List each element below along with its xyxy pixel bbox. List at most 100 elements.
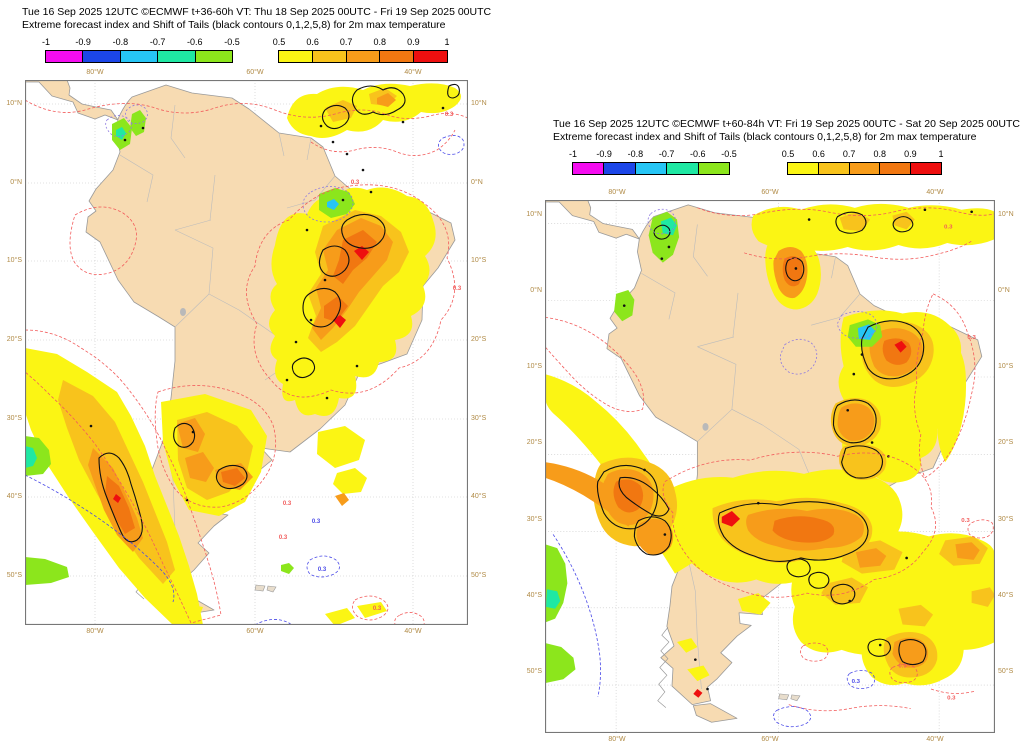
lat-label: 50°S: [6, 572, 22, 579]
efi-map-left: 0.3 0.3 0.3 0.3 0.3 0.3 0.3 0.3: [25, 80, 468, 625]
lat-label: 30°S: [998, 516, 1014, 523]
legend-tick: 0.9: [904, 149, 917, 159]
lat-label: 20°S: [471, 336, 487, 343]
legend-tick: -1: [41, 37, 51, 47]
legend-tick: -0.8: [112, 37, 129, 47]
contour-label: 0.3: [944, 224, 953, 230]
legend-swatch: [46, 51, 84, 62]
legend-tick: 0.7: [842, 149, 856, 159]
lat-label: 40°S: [6, 493, 22, 500]
lat-label: 0°N: [530, 287, 542, 294]
legend-swatch: [635, 163, 668, 174]
legend-negative: -1 -0.9 -0.8 -0.7 -0.6 -0.5: [569, 149, 737, 175]
panel-title-line1: Tue 16 Sep 2025 12UTC ©ECMWF t+36-60h VT…: [22, 6, 492, 18]
lat-label: 40°S: [998, 592, 1014, 599]
legend-swatch: [880, 163, 912, 174]
map-frame: [25, 80, 468, 625]
forecast-panel-t36-60: Tue 16 Sep 2025 12UTC ©ECMWF t+36-60h VT…: [6, 6, 492, 635]
lat-label: 10°N: [998, 211, 1014, 218]
panel-title-line1: Tue 16 Sep 2025 12UTC ©ECMWF t+60-84h VT…: [553, 118, 1020, 130]
contour-label: 0.3: [445, 112, 454, 118]
lat-label: 50°S: [526, 668, 542, 675]
efi-map-right: 0.3 0.3 0.3 0.3 0.3 0.3: [545, 200, 995, 733]
lon-label: 80°W: [86, 69, 104, 76]
contour-label: 0.3: [279, 535, 288, 541]
legend-swatch: [788, 163, 819, 174]
legend-swatch: [818, 163, 850, 174]
legend-swatch: [667, 163, 699, 174]
lat-label: 20°S: [6, 336, 22, 343]
lon-label: 60°W: [246, 628, 264, 635]
legend-tick: -0.6: [187, 37, 203, 47]
sot-black-contours: [596, 208, 973, 691]
panel-title-line2: Extreme forecast index and Shift of Tail…: [22, 18, 446, 31]
lat-label: 10°N: [526, 211, 542, 218]
legend-tick: 1: [444, 37, 450, 47]
lon-label: 40°W: [926, 736, 944, 743]
efi-03-contours: 0.3 0.3 0.3 0.3 0.3 0.3 0.3 0.3: [25, 99, 468, 625]
map-right: 80°W 60°W 40°W 80°W 60°W 40°W 10°N 0°N 1…: [526, 189, 1013, 743]
legend-swatch: [120, 51, 159, 62]
legend-tick: 1: [938, 149, 944, 159]
lat-label: 10°S: [471, 257, 487, 264]
lat-label: 30°S: [6, 415, 22, 422]
legend-tick: 0.5: [272, 37, 286, 47]
legend-swatch: [911, 163, 941, 174]
lon-label: 60°W: [761, 189, 779, 196]
legend-swatch: [698, 163, 730, 174]
contour-label: 0.3: [283, 501, 292, 507]
lon-label: 80°W: [608, 736, 626, 743]
contour-label: 0.3: [967, 335, 976, 341]
legend-tick: -0.5: [721, 149, 737, 159]
lat-label: 30°S: [471, 415, 487, 422]
legend-tick: -1: [568, 149, 578, 159]
contour-label: 0.3: [312, 519, 321, 525]
sot-black-contours: [89, 83, 460, 543]
lat-label: 40°S: [526, 592, 542, 599]
map-frame: [545, 200, 995, 733]
lon-label: 40°W: [926, 189, 944, 196]
legend-tick: 0.5: [781, 149, 795, 159]
contour-label: 0.3: [961, 518, 970, 524]
legend-tick: -0.7: [658, 149, 675, 159]
legend-tick: 0.8: [373, 37, 387, 47]
legend-tick: 0.7: [339, 37, 353, 47]
legend-swatch: [573, 163, 605, 174]
panel-title-line2: Extreme forecast index and Shift of Tail…: [553, 130, 977, 143]
lon-label: 60°W: [761, 736, 779, 743]
efi-shading: [545, 203, 995, 698]
lat-label: 20°S: [998, 439, 1014, 446]
contour-label: 0.3: [351, 180, 360, 186]
legend-tick: 0.6: [812, 149, 825, 159]
legend-tick: -0.5: [224, 37, 240, 47]
legend-negative: -1 -0.9 -0.8 -0.7 -0.6 -0.5: [42, 37, 240, 63]
lat-label: 0°N: [471, 179, 483, 186]
legend-swatch: [158, 51, 196, 62]
lon-label: 80°W: [608, 189, 626, 196]
legend-tick: -0.7: [149, 37, 166, 47]
legend-swatch: [346, 51, 381, 62]
panel-title: Tue 16 Sep 2025 12UTC ©ECMWF t+60-84h VT…: [553, 118, 1020, 143]
legend-tick: 0.6: [306, 37, 319, 47]
lat-label: 10°S: [998, 363, 1014, 370]
lat-label: 10°N: [471, 100, 487, 107]
lat-label: 50°S: [998, 668, 1014, 675]
legend-tick: -0.6: [690, 149, 706, 159]
efi-03-contours: 0.3 0.3 0.3 0.3 0.3 0.3: [545, 207, 995, 728]
legend-positive: 0.5 0.6 0.7 0.8 0.9 1: [782, 149, 944, 175]
legend-swatch: [279, 51, 313, 62]
legend-swatch: [195, 51, 233, 62]
legend-swatch: [414, 51, 447, 62]
lon-label: 40°W: [404, 628, 422, 635]
lat-label: 0°N: [998, 287, 1010, 294]
lat-label: 0°N: [10, 179, 22, 186]
contour-label: 0.3: [852, 679, 861, 685]
forecast-panel-t60-84: Tue 16 Sep 2025 12UTC ©ECMWF t+60-84h VT…: [512, 0, 1024, 748]
legend-tick: 0.8: [873, 149, 887, 159]
contour-label: 0.3: [318, 567, 327, 573]
lon-label: 40°W: [404, 69, 422, 76]
lat-label: 10°N: [6, 100, 22, 107]
lat-label: 50°S: [471, 572, 487, 579]
lat-label: 40°S: [471, 493, 487, 500]
